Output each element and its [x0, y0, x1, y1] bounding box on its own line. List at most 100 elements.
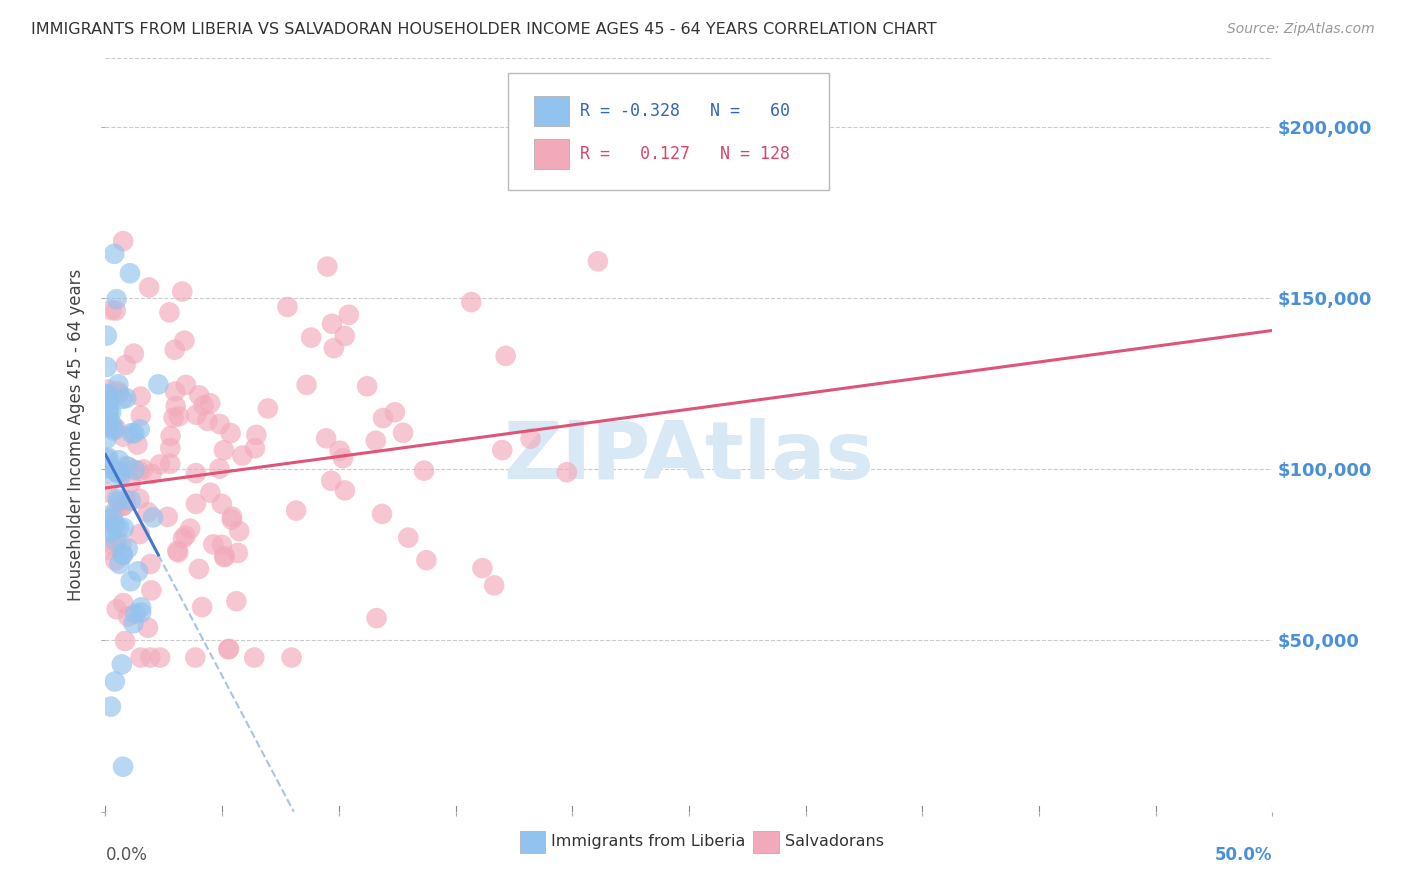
Point	[112, 234, 135, 248]
Point	[104, 553, 127, 567]
Point	[280, 650, 302, 665]
Point	[104, 303, 127, 318]
Point	[97, 466, 120, 480]
Point	[97, 450, 120, 465]
Point	[97, 522, 120, 536]
Point	[97, 405, 120, 419]
Point	[105, 292, 128, 306]
Point	[225, 594, 247, 608]
Point	[211, 497, 233, 511]
FancyBboxPatch shape	[534, 95, 569, 126]
Point	[491, 443, 513, 458]
Point	[166, 544, 188, 558]
Point	[111, 537, 134, 551]
Point	[212, 443, 235, 458]
Point	[221, 513, 243, 527]
Point	[165, 399, 187, 413]
Point	[101, 510, 124, 524]
Point	[159, 441, 181, 455]
Point	[97, 416, 120, 430]
Point	[163, 343, 186, 357]
Point	[111, 548, 134, 562]
Point	[228, 524, 250, 538]
Point	[243, 650, 266, 665]
Point	[136, 505, 159, 519]
Point	[333, 483, 356, 498]
Point	[173, 334, 195, 348]
Point	[100, 525, 122, 540]
Point	[167, 545, 190, 559]
Point	[97, 420, 120, 434]
Point	[96, 328, 118, 343]
Point	[316, 260, 339, 274]
FancyBboxPatch shape	[534, 138, 569, 169]
Point	[108, 557, 131, 571]
Point	[118, 266, 141, 280]
Point	[321, 474, 343, 488]
Point	[200, 485, 222, 500]
Point	[156, 509, 179, 524]
Point	[96, 432, 118, 446]
Point	[219, 426, 242, 441]
Point	[100, 405, 122, 419]
Text: IMMIGRANTS FROM LIBERIA VS SALVADORAN HOUSEHOLDER INCOME AGES 45 - 64 YEARS CORR: IMMIGRANTS FROM LIBERIA VS SALVADORAN HO…	[31, 22, 936, 37]
Point	[104, 674, 127, 689]
Text: 50.0%: 50.0%	[1215, 846, 1272, 863]
Point	[148, 377, 170, 392]
Text: 0.0%: 0.0%	[105, 846, 148, 863]
Point	[97, 404, 120, 418]
Point	[174, 529, 197, 543]
Point	[245, 428, 267, 442]
Point	[107, 377, 129, 392]
Point	[299, 330, 322, 344]
FancyBboxPatch shape	[754, 830, 779, 853]
Point	[128, 491, 150, 506]
Point	[184, 650, 207, 665]
Point	[231, 449, 253, 463]
Point	[321, 317, 343, 331]
Y-axis label: Householder Income Ages 45 - 64 years: Householder Income Ages 45 - 64 years	[67, 268, 86, 601]
Point	[586, 254, 609, 268]
Point	[122, 346, 145, 360]
Point	[193, 398, 215, 412]
Point	[555, 465, 578, 479]
Point	[96, 394, 118, 409]
Point	[105, 501, 128, 516]
Point	[157, 305, 180, 319]
Point	[96, 461, 118, 475]
Point	[184, 497, 207, 511]
Point	[172, 285, 194, 299]
Point	[111, 547, 134, 561]
Point	[100, 416, 122, 430]
Point	[333, 329, 356, 343]
Point	[129, 390, 152, 404]
Point	[97, 485, 120, 500]
Point	[364, 434, 387, 448]
Point	[218, 641, 240, 656]
Point	[124, 426, 146, 441]
Point	[98, 393, 121, 408]
Point	[108, 386, 131, 401]
Point	[186, 408, 208, 422]
Point	[122, 616, 145, 631]
Point	[257, 401, 280, 416]
Point	[117, 541, 139, 556]
Point	[111, 499, 134, 513]
Point	[285, 503, 308, 517]
Point	[174, 378, 197, 392]
Point	[112, 429, 135, 443]
Point	[107, 491, 129, 506]
Point	[115, 458, 138, 473]
Point	[159, 457, 181, 471]
Point	[107, 494, 129, 508]
Point	[217, 642, 239, 657]
Text: Source: ZipAtlas.com: Source: ZipAtlas.com	[1227, 22, 1375, 37]
Point	[105, 421, 128, 435]
FancyBboxPatch shape	[508, 73, 830, 190]
Point	[482, 578, 505, 592]
Text: Immigrants from Liberia: Immigrants from Liberia	[551, 834, 745, 849]
Point	[413, 464, 436, 478]
Point	[114, 634, 136, 648]
Point	[149, 650, 172, 665]
Point	[129, 606, 152, 620]
